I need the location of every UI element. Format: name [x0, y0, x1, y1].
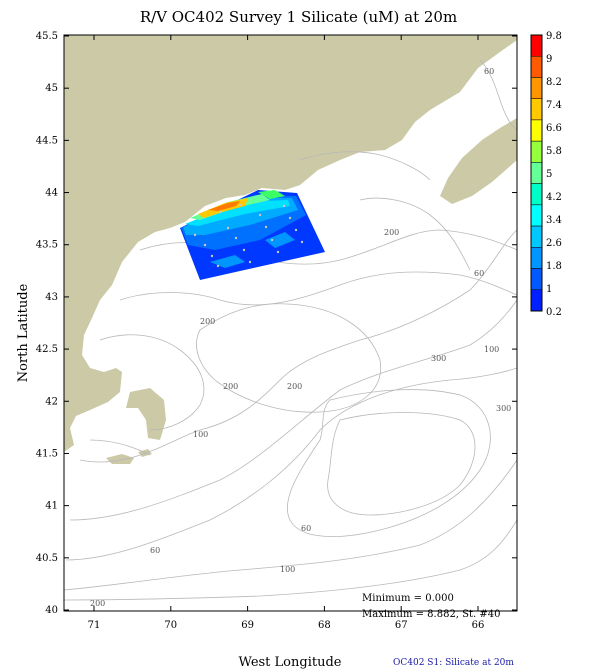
land-new-england: [64, 35, 517, 452]
contour-label: 200: [223, 382, 238, 391]
contour-label: 60: [484, 67, 494, 76]
x-tick-label: 66: [472, 620, 485, 631]
contour-label: 100: [193, 430, 208, 439]
colorbar-label: 9: [546, 54, 552, 65]
x-tick-label: 67: [395, 620, 408, 631]
colorbar-swatch: [530, 225, 543, 248]
contour-label: 300: [431, 354, 446, 363]
y-tick-label: 44.5: [36, 135, 58, 146]
y-tick-label: 45: [45, 83, 58, 94]
figure-caption: OC402 S1: Silicate at 20m: [393, 658, 514, 668]
contour-label: 60: [301, 524, 311, 533]
x-tick-label: 68: [318, 620, 331, 631]
colorbar-swatch: [530, 183, 543, 206]
contour-label: 60: [474, 269, 484, 278]
y-tick-label: 44: [45, 188, 58, 199]
colorbar-label: 6.6: [546, 123, 562, 134]
contour-label: 200: [287, 382, 302, 391]
colorbar-swatch: [530, 77, 543, 99]
y-tick-label: 42.5: [36, 344, 58, 355]
contour-label: 300: [496, 404, 511, 413]
x-tick-label: 71: [88, 620, 101, 631]
x-tick-label: 69: [241, 620, 254, 631]
contour-label: 200: [90, 599, 105, 608]
colorbar: 9.8 9 8.2 7.4 6.6 5.8 5 4.2 3.4 2.6 1.8 1 0.2: [530, 31, 562, 318]
colorbar-label: 3.4: [546, 215, 562, 226]
colorbar-label: 1.8: [546, 261, 562, 272]
y-tick-label: 42: [45, 396, 58, 407]
colorbar-label: 5.8: [546, 146, 562, 157]
colorbar-swatch: [530, 247, 543, 269]
y-axis: 45.5 45 44.5 44 43.5 43 42.5 42 41.5 41 40.5 40: [36, 31, 517, 616]
colorbar-label: 5: [546, 169, 552, 180]
y-tick-label: 40.5: [36, 553, 58, 564]
y-tick-label: 43: [45, 292, 58, 303]
y-tick-label: 45.5: [36, 31, 58, 42]
maximum-label: Maximum = 8.882, St. #40: [362, 609, 501, 620]
colorbar-label: 0.2: [546, 307, 562, 318]
y-tick-label: 41.5: [36, 448, 58, 459]
colorbar-swatch: [530, 55, 543, 78]
colorbar-label: 1: [546, 284, 552, 295]
colorbar-swatch: [530, 204, 543, 227]
contour-label: 100: [280, 565, 295, 574]
colorbar-swatch: [530, 119, 543, 142]
contour-label: 100: [484, 345, 499, 354]
contour-labels: 60 200 200 60 200 300 100 200 300 100 60…: [90, 67, 511, 608]
colorbar-label: 4.2: [546, 192, 562, 203]
colorbar-label: 7.4: [546, 100, 562, 111]
minimum-label: Minimum = 0.000: [362, 593, 454, 604]
y-tick-label: 40: [45, 605, 58, 616]
station-markers: [193, 203, 304, 268]
map-frame: [63, 34, 518, 612]
colorbar-label: 2.6: [546, 238, 562, 249]
contour-label: 200: [200, 317, 215, 326]
x-axis-title: West Longitude: [239, 655, 342, 670]
colorbar-label: 9.8: [546, 31, 562, 42]
land-nova-scotia: [440, 118, 517, 204]
colorbar-swatch: [530, 162, 543, 184]
colorbar-swatch: [530, 268, 543, 291]
x-axis: 71 70 69 68 67 66: [88, 35, 485, 631]
colorbar-swatch: [530, 34, 543, 57]
plot-title: R/V OC402 Survey 1 Silicate (uM) at 20m: [139, 8, 458, 26]
y-tick-label: 41: [45, 501, 58, 512]
colorbar-swatch: [530, 98, 543, 121]
contour-label: 60: [150, 546, 160, 555]
x-tick-label: 70: [164, 620, 177, 631]
colorbar-swatch: [530, 289, 543, 312]
colorbar-frame: [530, 34, 543, 312]
y-axis-title: North Latitude: [16, 283, 31, 382]
y-tick-label: 43.5: [36, 240, 58, 251]
silicate-field: [180, 190, 325, 280]
colorbar-swatch: [530, 140, 543, 163]
colorbar-label: 8.2: [546, 77, 562, 88]
land-cape-cod: [126, 388, 166, 440]
contour-label: 200: [384, 228, 399, 237]
